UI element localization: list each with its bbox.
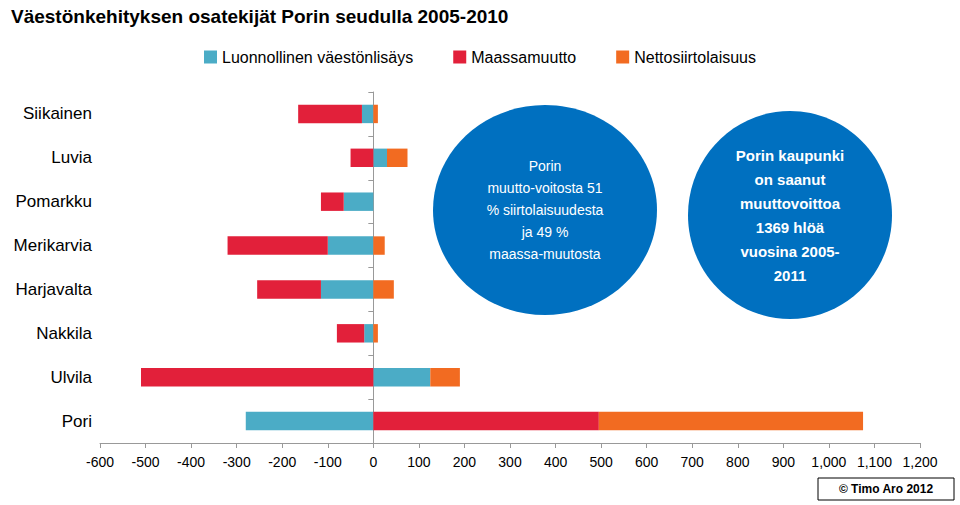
svg-text:vuosina 2005-: vuosina 2005- <box>740 243 839 260</box>
svg-text:% siirtolaisuudesta: % siirtolaisuudesta <box>487 202 604 218</box>
svg-text:Väestönkehityksen osatekijät P: Väestönkehityksen osatekijät Porin seudu… <box>11 6 508 27</box>
svg-text:Luvia: Luvia <box>51 148 92 167</box>
svg-text:muuttovoittoa: muuttovoittoa <box>740 195 841 212</box>
svg-text:Nettosiirtolaisuus: Nettosiirtolaisuus <box>634 49 756 66</box>
svg-text:Siikainen: Siikainen <box>23 104 92 123</box>
svg-text:on saanut: on saanut <box>755 171 826 188</box>
svg-text:Maassamuutto: Maassamuutto <box>471 49 576 66</box>
svg-text:0: 0 <box>369 454 377 470</box>
svg-text:Porin: Porin <box>529 158 562 174</box>
svg-text:1369 hlöä: 1369 hlöä <box>756 219 825 236</box>
svg-text:400: 400 <box>544 454 568 470</box>
svg-text:muutto-voitosta 51: muutto-voitosta 51 <box>487 180 602 196</box>
svg-text:Pomarkku: Pomarkku <box>15 192 92 211</box>
svg-text:500: 500 <box>589 454 613 470</box>
svg-text:Porin kaupunki: Porin kaupunki <box>736 147 844 164</box>
svg-text:2011: 2011 <box>774 267 807 284</box>
svg-text:1,200: 1,200 <box>902 454 937 470</box>
svg-text:900: 900 <box>772 454 796 470</box>
svg-text:300: 300 <box>498 454 522 470</box>
svg-text:800: 800 <box>726 454 750 470</box>
svg-text:-200: -200 <box>268 454 296 470</box>
svg-text:Luonnollinen väestönlisäys: Luonnollinen väestönlisäys <box>222 49 413 66</box>
svg-text:Harjavalta: Harjavalta <box>15 280 92 299</box>
svg-text:-600: -600 <box>86 454 114 470</box>
svg-text:200: 200 <box>453 454 477 470</box>
svg-text:Pori: Pori <box>62 412 92 431</box>
svg-text:maassa-muutosta: maassa-muutosta <box>489 246 600 262</box>
svg-text:700: 700 <box>681 454 705 470</box>
svg-text:-500: -500 <box>132 454 160 470</box>
svg-text:1,000: 1,000 <box>811 454 846 470</box>
svg-text:600: 600 <box>635 454 659 470</box>
svg-text:Merikarvia: Merikarvia <box>14 236 93 255</box>
svg-text:100: 100 <box>407 454 431 470</box>
svg-text:ja 49 %: ja 49 % <box>521 224 569 240</box>
svg-text:Nakkila: Nakkila <box>36 324 92 343</box>
svg-text:1,100: 1,100 <box>857 454 892 470</box>
svg-text:-400: -400 <box>177 454 205 470</box>
svg-text:© Timo Aro 2012: © Timo Aro 2012 <box>839 482 934 496</box>
svg-text:-300: -300 <box>223 454 251 470</box>
svg-text:Ulvila: Ulvila <box>50 368 92 387</box>
svg-text:-100: -100 <box>314 454 342 470</box>
